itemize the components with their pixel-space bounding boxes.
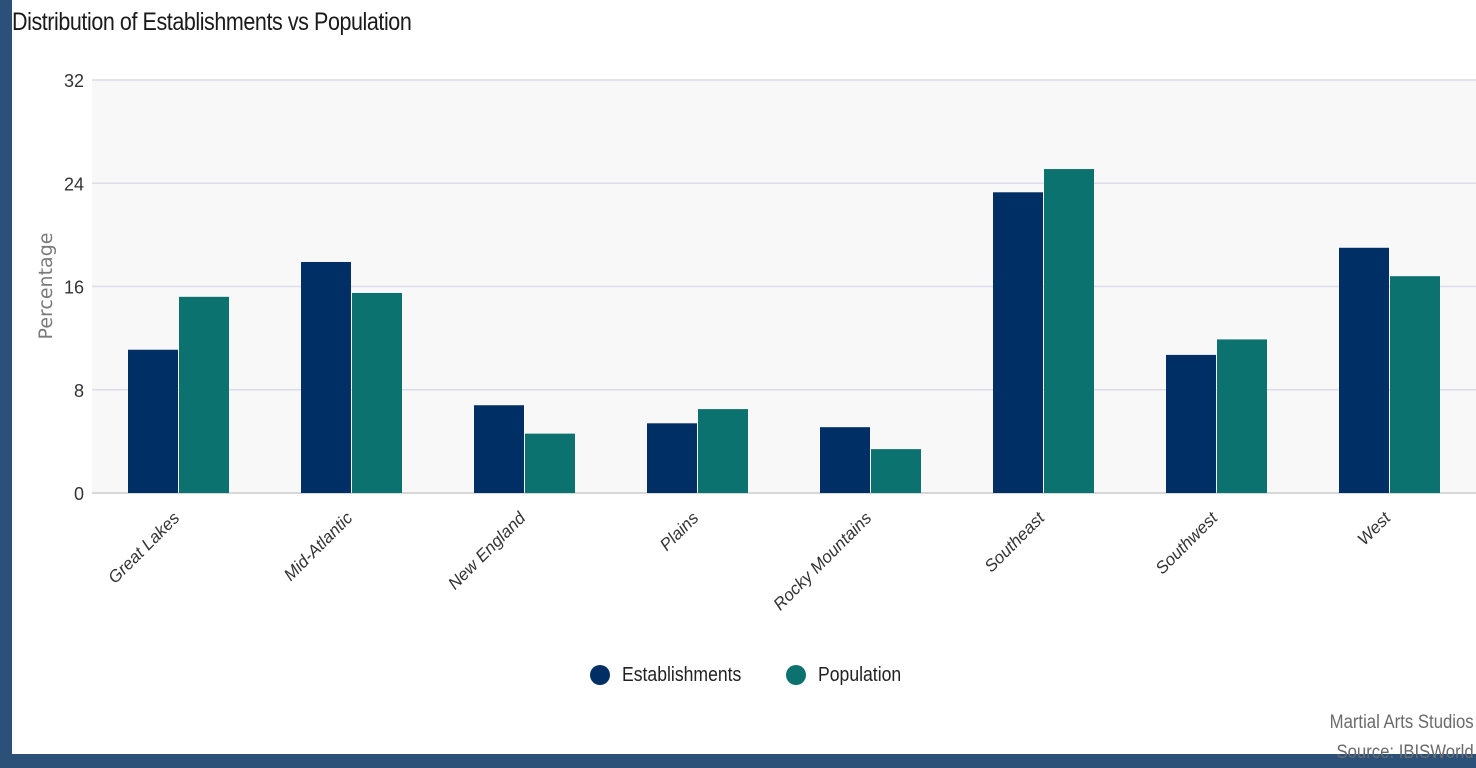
bar-population-southwest[interactable] [1217, 339, 1267, 493]
y-tick-label: 8 [74, 381, 84, 401]
legend-swatch-population [785, 665, 806, 685]
footer-source: Source: IBISWorld [1336, 742, 1474, 763]
x-tick-label: Plains [656, 508, 703, 555]
x-tick-label: Southeast [981, 507, 1049, 575]
bar-population-new-england[interactable] [525, 433, 575, 493]
footer-subject: Martial Arts Studios [1329, 712, 1474, 733]
y-tick-label: 16 [64, 278, 84, 298]
bar-establishments-new-england[interactable] [474, 405, 524, 493]
x-tick-label: New England [444, 508, 529, 593]
bar-chart: Great Lakes Mid-Atlantic New England Plains… [35, 71, 1476, 614]
bar-establishments-rocky-mountains[interactable] [820, 427, 870, 493]
bar-population-plains[interactable] [698, 409, 748, 493]
x-tick-label: Great Lakes [104, 508, 183, 587]
x-tick-label: Rocky Mountains [770, 508, 876, 614]
source-block: Martial Arts Studios Source: IBISWorld [1310, 708, 1474, 768]
bar-establishments-southwest[interactable] [1166, 354, 1216, 493]
legend-swatch-establishments [590, 665, 610, 685]
y-tick-label: 0 [74, 484, 84, 504]
bar-population-great-lakes[interactable] [179, 296, 229, 493]
bar-establishments-southeast[interactable] [993, 192, 1043, 494]
legend: Establishments Population [590, 660, 912, 690]
bar-population-rocky-mountains[interactable] [871, 449, 921, 493]
bar-establishments-great-lakes[interactable] [128, 349, 178, 493]
chart-title: Distribution of Establishments vs Popula… [12, 8, 412, 36]
y-axis-label: Percentage [35, 233, 57, 340]
bar-layer [128, 169, 1440, 494]
bar-establishments-mid-atlantic[interactable] [301, 261, 351, 493]
y-tick-label: 24 [64, 174, 84, 194]
bar-population-mid-atlantic[interactable] [352, 292, 402, 493]
bar-establishments-west[interactable] [1339, 247, 1389, 493]
x-tick-layer: Great Lakes Mid-Atlantic New England Plains… [104, 507, 1395, 614]
x-tick-label: Mid-Atlantic [280, 508, 357, 585]
bar-establishments-plains[interactable] [647, 423, 697, 493]
bar-population-west[interactable] [1390, 276, 1440, 493]
legend-item-population[interactable]: Population [785, 663, 913, 687]
y-tick-label: 32 [64, 71, 84, 91]
x-tick-label: Southwest [1152, 507, 1222, 577]
chart-card: Distribution of Establishments vs Popula… [12, 0, 1476, 763]
legend-label: Establishments [622, 663, 742, 686]
legend-label: Population [817, 663, 901, 686]
x-tick-label: West [1354, 507, 1396, 549]
bar-population-southeast[interactable] [1044, 169, 1094, 493]
legend-item-establishments[interactable]: Establishments [590, 664, 758, 687]
y-tick-layer: 0 8 16 24 32 [64, 71, 84, 504]
